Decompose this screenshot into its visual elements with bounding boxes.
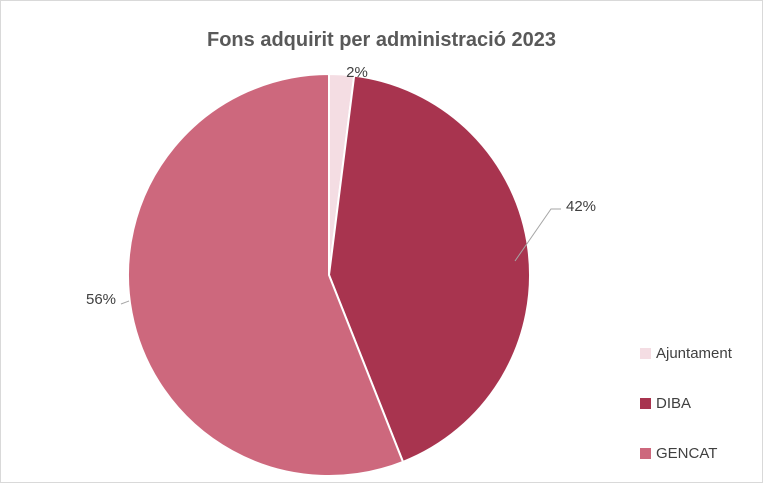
data-label-diba: 42% bbox=[566, 198, 596, 215]
legend-label-diba: DIBA bbox=[656, 395, 692, 412]
chart-title: Fons adquirit per administració 2023 bbox=[207, 29, 556, 51]
legend-swatch-diba bbox=[640, 398, 651, 409]
pie-slice-gencat bbox=[127, 72, 405, 477]
data-label-ajuntament: 2% bbox=[346, 64, 368, 81]
pie-chart: 2% 42% 56% bbox=[86, 64, 596, 477]
legend-item-diba: DIBA bbox=[640, 391, 732, 416]
legend-item-ajuntament: Ajuntament bbox=[640, 341, 732, 366]
legend-label-gencat: GENCAT bbox=[656, 445, 718, 462]
legend: Ajuntament DIBA GENCAT bbox=[640, 341, 732, 491]
legend-item-gencat: GENCAT bbox=[640, 441, 732, 466]
legend-label-ajuntament: Ajuntament bbox=[656, 345, 732, 362]
leader-line-gencat bbox=[120, 300, 130, 305]
legend-swatch-gencat bbox=[640, 448, 651, 459]
pie-slice-diba bbox=[327, 74, 531, 464]
leader-line-diba bbox=[514, 208, 561, 262]
data-label-gencat: 56% bbox=[86, 291, 116, 308]
legend-swatch-ajuntament bbox=[640, 348, 651, 359]
